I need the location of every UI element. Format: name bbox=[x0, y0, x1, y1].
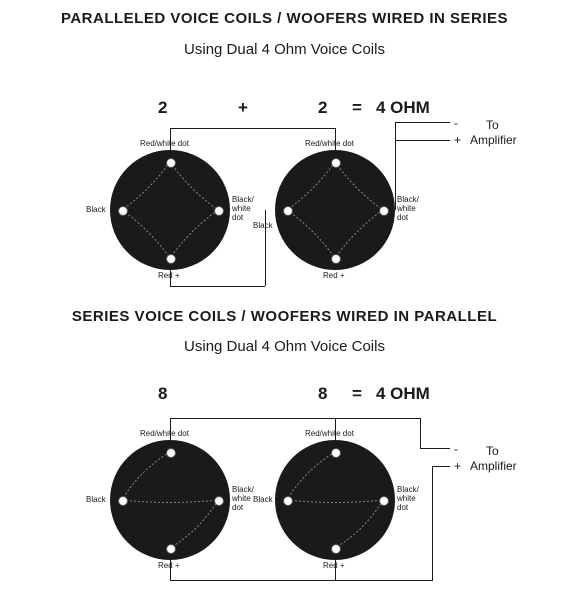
s2-wire-top-v3 bbox=[420, 418, 421, 448]
s2-w2-term-left bbox=[283, 496, 293, 506]
s1-w1-term-top bbox=[166, 158, 176, 168]
s1-amp-plus: + bbox=[454, 133, 461, 149]
s1-amp-to: To bbox=[486, 118, 499, 134]
s2-amp-plus: + bbox=[454, 459, 461, 475]
s2-wire-top-h bbox=[170, 418, 420, 419]
s2-w1-lbl-r3: dot bbox=[232, 504, 243, 513]
s1-woofer-1 bbox=[110, 150, 230, 270]
s2-w1-lbl-bot: Red + bbox=[158, 562, 180, 571]
s2-wire-amp-plus-h bbox=[432, 466, 450, 467]
s1-w1-lbl-bot: Red + bbox=[158, 272, 180, 281]
s1-wire-bot-h bbox=[170, 286, 265, 287]
s1-w2-term-top bbox=[331, 158, 341, 168]
s2-w1-term-right bbox=[214, 496, 224, 506]
s2-w2-term-right bbox=[379, 496, 389, 506]
s1-amp-minus: - bbox=[454, 116, 458, 132]
s2-w1-term-left bbox=[118, 496, 128, 506]
s1-w1-lbl-left: Black bbox=[86, 206, 106, 215]
eq1-plus: + bbox=[238, 98, 248, 118]
eq2-right: 8 bbox=[318, 384, 327, 404]
s1-w1-lbl-top: Red/white dot bbox=[140, 140, 189, 149]
s1-w1-lbl-r3: dot bbox=[232, 214, 243, 223]
eq1-right: 2 bbox=[318, 98, 327, 118]
s1-woofer-1-coils bbox=[110, 150, 230, 270]
s2-wire-amp-minus-h bbox=[420, 448, 450, 449]
page: PARALLELED VOICE COILS / WOOFERS WIRED I… bbox=[0, 0, 569, 611]
s1-woofer-2 bbox=[275, 150, 395, 270]
s1-w2-term-right bbox=[379, 206, 389, 216]
s2-w2-lbl-left: Black bbox=[253, 496, 273, 505]
s2-w1-term-bottom bbox=[166, 544, 176, 554]
eq1-result: 4 OHM bbox=[376, 98, 430, 118]
s2-woofer-2 bbox=[275, 440, 395, 560]
s2-woofer-2-coils bbox=[275, 440, 395, 560]
s2-w2-lbl-r3: dot bbox=[397, 504, 408, 513]
s1-w2-lbl-bot: Red + bbox=[323, 272, 345, 281]
s2-amp-to: To bbox=[486, 444, 499, 460]
eq2-left: 8 bbox=[158, 384, 167, 404]
s1-wire-top-h bbox=[170, 128, 335, 129]
s2-w2-term-top bbox=[331, 448, 341, 458]
s1-w2-lbl-left: Black bbox=[253, 222, 273, 231]
s1-wire-amp-plus-v bbox=[395, 140, 396, 210]
s1-w2-lbl-r3: dot bbox=[397, 214, 408, 223]
s1-amp-label: Amplifier bbox=[470, 133, 517, 149]
s2-wire-bot-h bbox=[170, 580, 432, 581]
s1-w1-term-right bbox=[214, 206, 224, 216]
s1-wire-amp-plus-h bbox=[395, 140, 450, 141]
s1-w1-term-bottom bbox=[166, 254, 176, 264]
eq1-equals: = bbox=[352, 98, 362, 118]
s2-w2-lbl-top: Red/white dot bbox=[305, 430, 354, 439]
s2-woofer-1 bbox=[110, 440, 230, 560]
s2-w2-term-bottom bbox=[331, 544, 341, 554]
eq2-equals: = bbox=[352, 384, 362, 404]
s2-w1-lbl-top: Red/white dot bbox=[140, 430, 189, 439]
s2-w2-lbl-bot: Red + bbox=[323, 562, 345, 571]
s2-amp-label: Amplifier bbox=[470, 459, 517, 475]
section1-title: PARALLELED VOICE COILS / WOOFERS WIRED I… bbox=[0, 0, 569, 27]
section1-subtitle: Using Dual 4 Ohm Voice Coils bbox=[0, 41, 569, 58]
s1-w2-term-left bbox=[283, 206, 293, 216]
s1-w1-term-left bbox=[118, 206, 128, 216]
s1-wire-amp-minus-h bbox=[395, 122, 450, 123]
eq1-left: 2 bbox=[158, 98, 167, 118]
s1-w2-term-bottom bbox=[331, 254, 341, 264]
section2-subtitle: Using Dual 4 Ohm Voice Coils bbox=[0, 338, 569, 355]
s2-w1-term-top bbox=[166, 448, 176, 458]
eq2-result: 4 OHM bbox=[376, 384, 430, 404]
section2-title: SERIES VOICE COILS / WOOFERS WIRED IN PA… bbox=[0, 308, 569, 325]
s2-w1-lbl-left: Black bbox=[86, 496, 106, 505]
s1-woofer-2-coils bbox=[275, 150, 395, 270]
s2-amp-minus: - bbox=[454, 442, 458, 458]
s2-woofer-1-coils bbox=[110, 440, 230, 560]
s1-w2-lbl-top: Red/white dot bbox=[305, 140, 354, 149]
s2-wire-bot-v3 bbox=[432, 466, 433, 581]
